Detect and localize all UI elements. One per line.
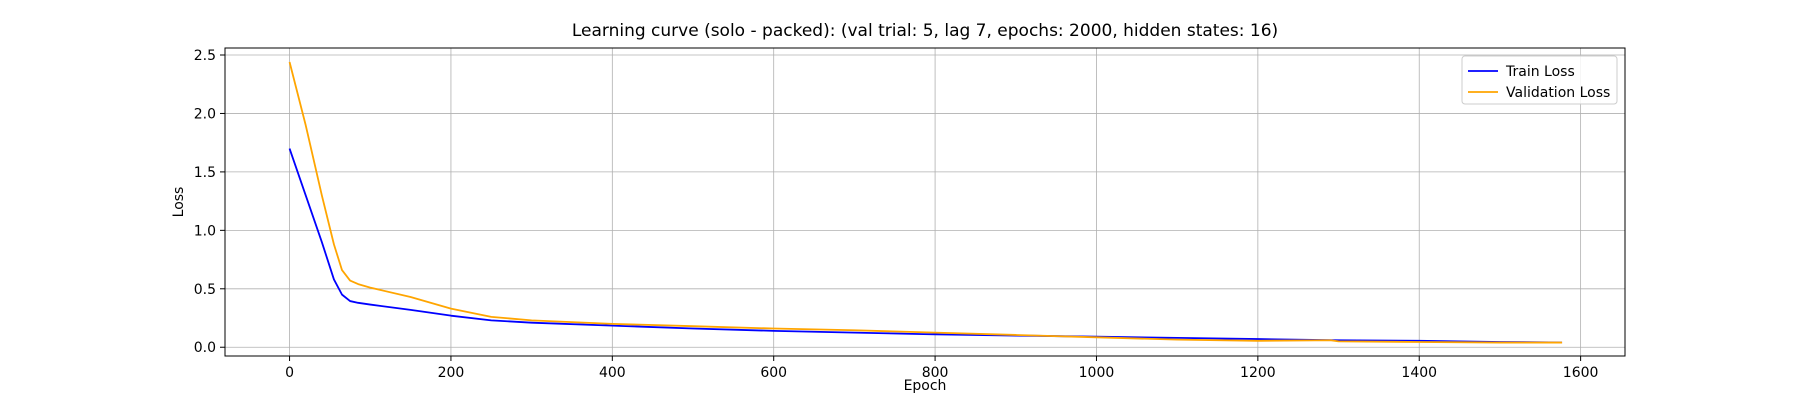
plot-frame xyxy=(224,47,1626,357)
x-tick-label: 0 xyxy=(285,365,294,381)
series-layer xyxy=(288,61,1563,344)
y-tick-label: 0.5 xyxy=(194,282,216,298)
ticks-layer: 0 200 400 600 800 1000 1200 1400 1600 0.0 0.5 1.0 1.… xyxy=(194,48,1599,381)
legend: Train Loss Validation Loss xyxy=(1461,55,1618,105)
y-axis-label: Loss xyxy=(171,187,187,218)
x-tick-label: 800 xyxy=(922,365,949,381)
y-tick-label: 1.5 xyxy=(194,165,216,181)
series-line-1 xyxy=(288,61,1563,344)
x-axis-label: Epoch xyxy=(904,378,947,394)
y-tick-label: 2.0 xyxy=(194,106,216,122)
series-line-0 xyxy=(288,148,1563,344)
x-tick-label: 1200 xyxy=(1240,365,1276,381)
y-tick-label: 2.5 xyxy=(194,48,216,64)
y-tick-label: 1.0 xyxy=(194,223,216,239)
x-tick-label: 600 xyxy=(760,365,787,381)
x-tick-label: 400 xyxy=(599,365,626,381)
legend-label-1: Validation Loss xyxy=(1506,85,1610,101)
y-tick-label: 0.0 xyxy=(194,340,216,356)
x-tick-label: 200 xyxy=(438,365,465,381)
x-tick-label: 1600 xyxy=(1563,365,1599,381)
legend-box xyxy=(1461,55,1618,105)
x-tick-label: 1400 xyxy=(1401,365,1437,381)
chart-title: Learning curve (solo - packed): (val tri… xyxy=(572,21,1278,41)
x-tick-label: 1000 xyxy=(1079,365,1115,381)
legend-label-0: Train Loss xyxy=(1505,64,1575,80)
